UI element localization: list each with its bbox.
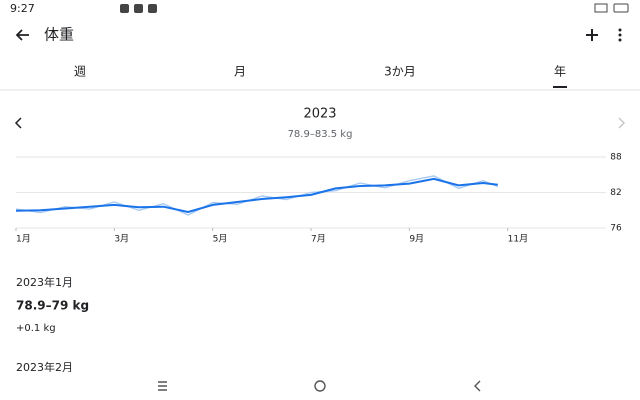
entry-month: 2023年1月: [16, 275, 73, 289]
status-icons: [120, 3, 629, 13]
tab[interactable]: 週: [74, 65, 86, 79]
tab[interactable]: 3か月: [384, 65, 416, 79]
tab[interactable]: 年: [554, 65, 566, 79]
entry-month[interactable]: 2023年2月: [16, 360, 73, 374]
weight-chart: 76 82 88 1月 3月 5月 7月 9月 11月: [15, 153, 622, 245]
y-tick-label: 82: [610, 188, 621, 198]
tab-indicator: [553, 86, 567, 88]
menu-button[interactable]: [618, 28, 622, 42]
y-tick-label: 88: [610, 153, 622, 163]
x-tick-label: 7月: [311, 234, 326, 245]
x-tick-label: 3月: [114, 234, 129, 245]
nav-recents[interactable]: [158, 381, 167, 391]
entry-range: 78.9–79 kg: [16, 299, 89, 313]
x-tick-label: 11月: [508, 234, 528, 245]
tab-bar: 週 月 3か月 年: [74, 65, 567, 88]
nav-home[interactable]: [314, 380, 326, 392]
entry-change: +0.1 kg: [16, 323, 56, 334]
weight-line: [15, 175, 499, 216]
y-tick-label: 76: [610, 224, 622, 234]
add-button[interactable]: [586, 29, 598, 41]
page-title: 体重: [44, 26, 74, 44]
status-time: 9:27: [10, 2, 35, 15]
x-tick-label: 5月: [213, 234, 228, 245]
period-range: 78.9–83.5 kg: [288, 129, 353, 140]
weight-line: [15, 177, 498, 213]
period-title: 2023: [303, 107, 336, 122]
x-tick-label: 1月: [16, 234, 31, 245]
back-button[interactable]: [15, 29, 29, 41]
nav-back[interactable]: [474, 380, 481, 392]
tab[interactable]: 月: [234, 65, 246, 79]
prev-period[interactable]: [14, 117, 22, 129]
x-tick-label: 9月: [409, 234, 424, 245]
next-period[interactable]: [618, 117, 626, 129]
nav-bar: [0, 372, 640, 400]
